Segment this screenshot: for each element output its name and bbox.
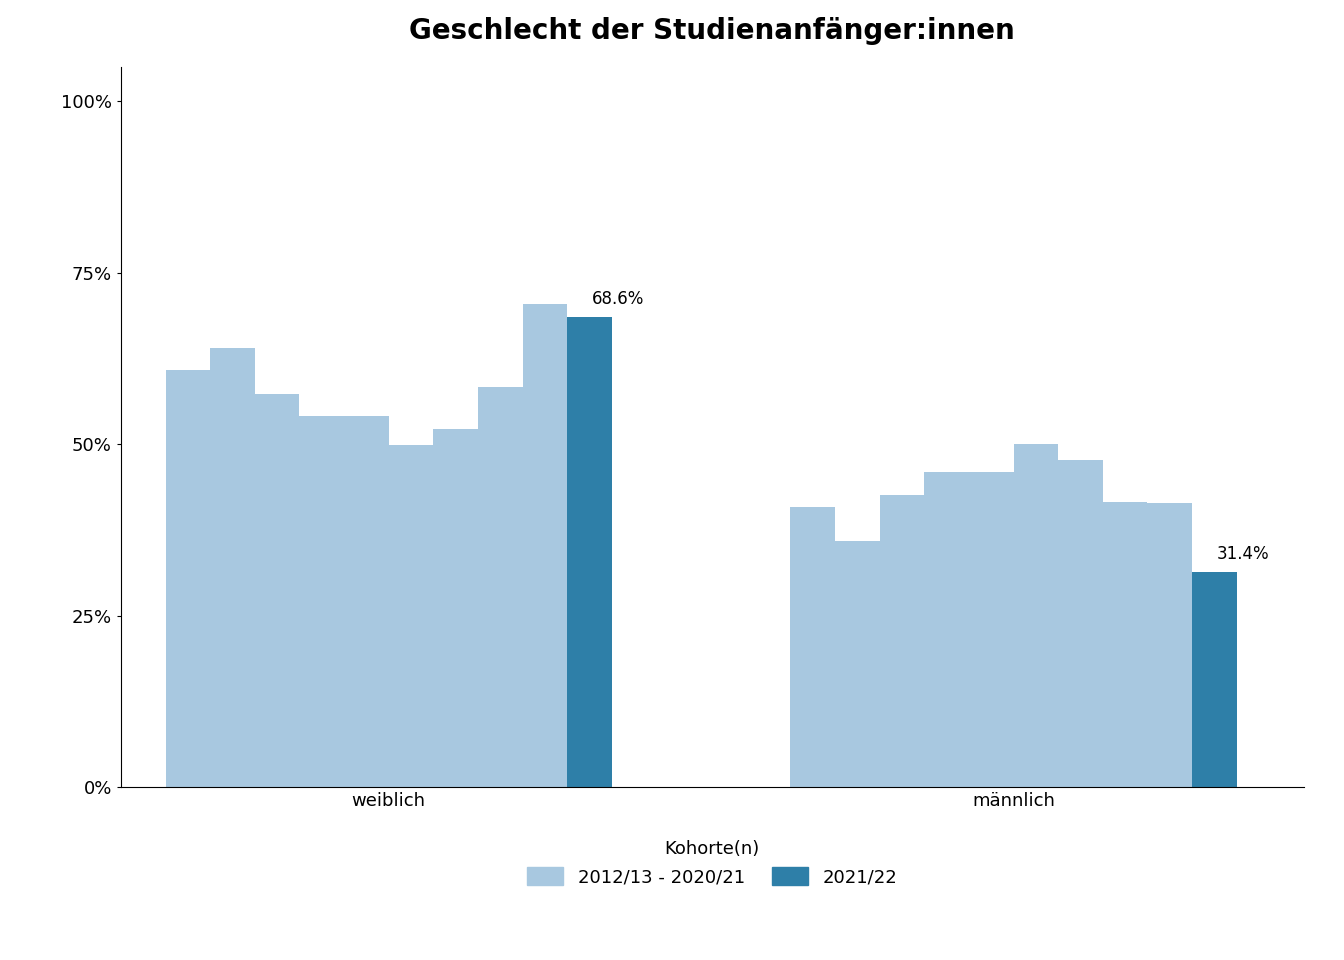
Bar	[300, 417, 344, 787]
Bar	[835, 541, 880, 787]
Bar	[1103, 502, 1148, 787]
Bar	[567, 317, 612, 787]
Bar	[1013, 444, 1058, 787]
Bar	[210, 348, 255, 787]
Text: 31.4%: 31.4%	[1216, 545, 1269, 563]
Bar	[478, 387, 523, 787]
Title: Geschlecht der Studienanfänger:innen: Geschlecht der Studienanfänger:innen	[410, 17, 1015, 45]
Bar	[969, 472, 1013, 787]
Bar	[433, 428, 478, 787]
Bar	[925, 472, 969, 787]
Bar	[1058, 460, 1103, 787]
Bar	[790, 507, 835, 787]
Bar	[255, 394, 300, 787]
Bar	[880, 495, 925, 787]
Bar	[165, 370, 210, 787]
Bar	[1148, 503, 1192, 787]
Bar	[388, 445, 433, 787]
Bar	[344, 417, 388, 787]
Bar	[523, 303, 567, 787]
Text: 68.6%: 68.6%	[591, 290, 644, 308]
Bar	[1192, 572, 1236, 787]
Legend: 2012/13 - 2020/21, 2021/22: 2012/13 - 2020/21, 2021/22	[520, 832, 905, 894]
